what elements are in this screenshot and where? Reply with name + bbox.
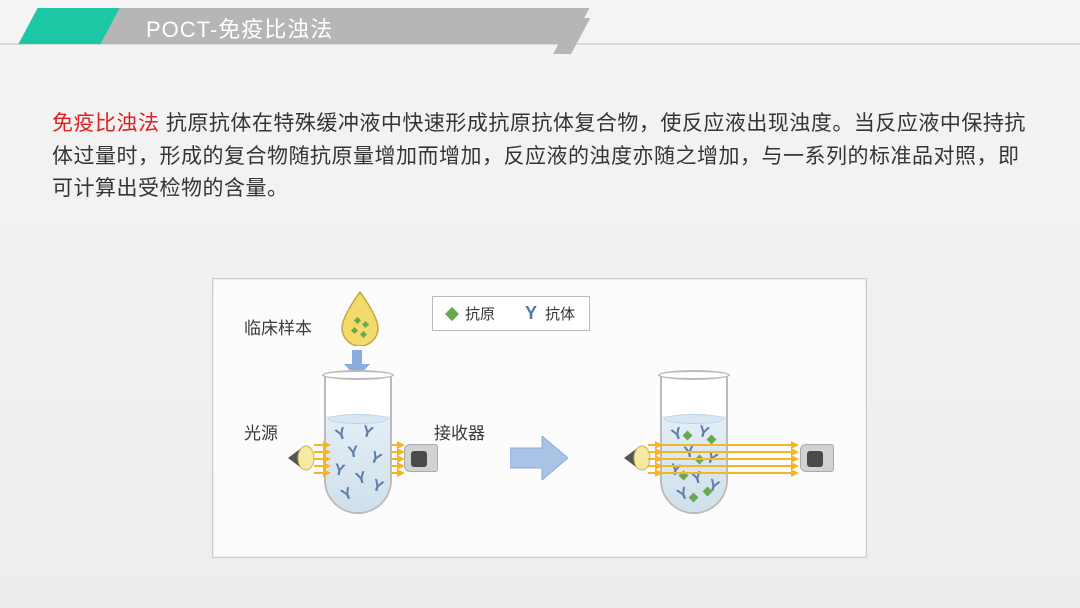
tube-rim [658, 370, 730, 380]
tube-liquid-top [664, 414, 724, 424]
light-rays-left-out [392, 442, 404, 476]
highlight-term: 免疫比浊法 [52, 112, 160, 135]
tube-rim [322, 370, 394, 380]
body-main-text: 抗原抗体在特殊缓冲液中快速形成抗原抗体复合物，使反应液出现浊度。当反应液中保持抗… [52, 112, 1026, 200]
label-receiver: 接收器 [434, 419, 485, 444]
slide-title: POCT-免疫比浊法 [146, 12, 333, 44]
light-rays-right [650, 442, 796, 476]
slide-header: POCT-免疫比浊法 [0, 8, 600, 48]
tube-liquid-top [328, 414, 388, 424]
label-light-source: 光源 [244, 419, 278, 444]
big-arrow-icon [510, 436, 568, 480]
light-rays-left [314, 442, 400, 476]
legend-antibody-label: 抗体 [545, 303, 575, 324]
legend-box: 抗原 Y 抗体 [432, 296, 590, 331]
legend-antibody-icon: Y [525, 303, 537, 324]
sample-drop-icon [336, 290, 384, 346]
legend-antigen-label: 抗原 [465, 303, 495, 324]
light-source-left-icon [286, 444, 316, 472]
legend-antigen-icon [445, 306, 459, 320]
receiver-right-icon [800, 444, 834, 472]
label-clinical-sample: 临床样本 [244, 314, 312, 339]
body-paragraph: 免疫比浊法 抗原抗体在特殊缓冲液中快速形成抗原抗体复合物，使反应液出现浊度。当反… [52, 108, 1032, 206]
receiver-left-icon [404, 444, 438, 472]
